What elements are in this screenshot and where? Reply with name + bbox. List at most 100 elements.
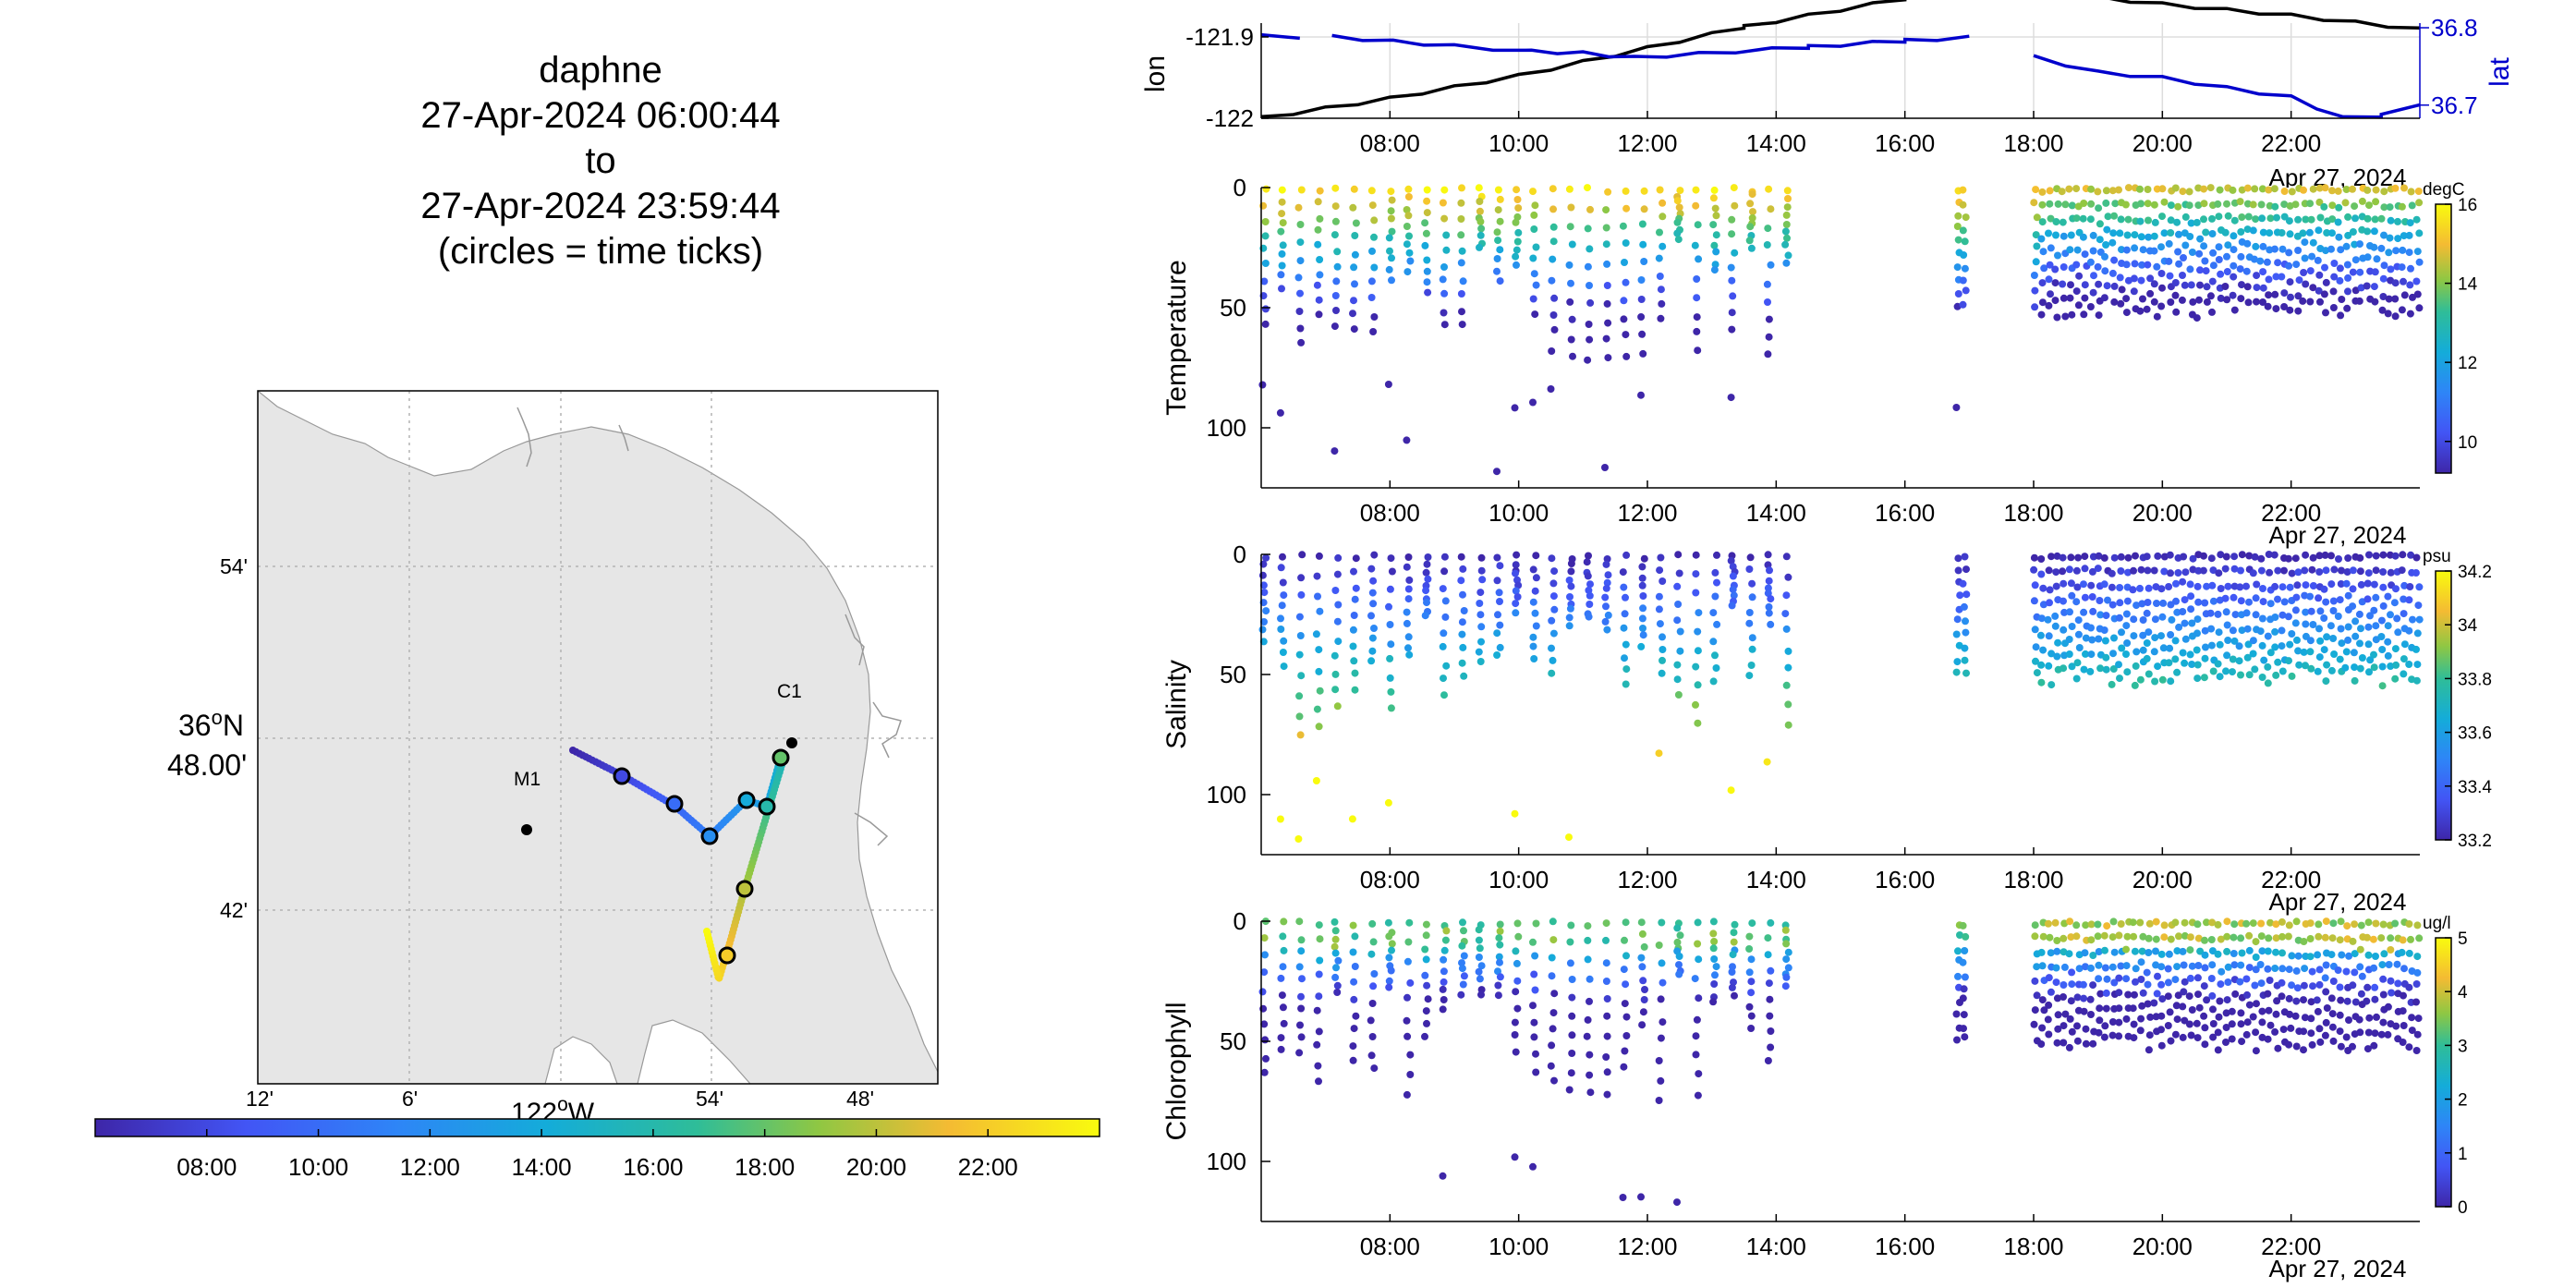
chlorophyll-data-point [1959,921,1967,930]
salinity-data-point [2136,584,2144,592]
temperature-data-point [2157,270,2166,277]
salinity-data-point [2379,568,2388,576]
salinity-data-point [1765,602,1773,611]
temperature-data-point [2103,282,2111,290]
salinity-data-point [2271,643,2279,651]
temperature-data-point [1258,381,1267,389]
salinity-data-point [1674,691,1683,699]
temperature-data-point [1566,298,1574,306]
salinity-data-point [2167,677,2175,686]
salinity-data-point [2323,633,2331,641]
chlorophyll-data-point [2033,991,2041,1000]
chlorophyll-data-point [1513,977,1522,985]
colorbar-tick-label: 18:00 [735,1153,795,1181]
chlorophyll-data-point [1529,938,1537,946]
chlorophyll-data-point [1639,977,1647,985]
chlorophyll-data-point [1388,940,1396,948]
chlorophyll-data-point [1764,1057,1772,1064]
chlorophyll-data-point [1496,973,1504,981]
temperature-data-point [2054,251,2061,260]
x-tick-label: 18:00 [2003,1233,2063,1260]
chlorophyll-data-point [2046,933,2054,942]
salinity-data-point [1745,609,1754,616]
temperature-data-point [2230,246,2238,254]
chlorophyll-data-point [1440,996,1448,1003]
salinity-points [1258,551,2424,843]
salinity-data-point [2194,566,2203,575]
temperature-data-point [1586,282,1593,289]
temperature-data-point [1657,286,1665,294]
chlorophyll-data-point [2230,920,2239,929]
y-tick-label: 0 [1233,907,1246,935]
temperature-data-point [1763,241,1771,249]
chlorophyll-data-point [1602,1053,1610,1061]
chlorophyll-data-point [2278,992,2286,1001]
temperature-data-point [2195,249,2204,258]
salinity-data-point [2258,641,2266,650]
x-tick-label: 12:00 [1617,866,1677,893]
chlorophyll-data-point [2203,918,2210,927]
salinity-data-point [1421,612,1429,620]
temperature-data-point [2243,283,2252,291]
temperature-data-point [1388,196,1396,204]
temperature-data-point [2167,298,2175,306]
chlorophyll-data-point [2065,950,2073,958]
salinity-data-point [1639,592,1647,600]
chlorophyll-data-point [1781,982,1790,990]
temperature-data-point [2306,298,2315,306]
salinity-data-point [2047,553,2055,561]
salinity-data-point [2355,610,2363,618]
salinity-data-point [2101,637,2109,645]
x-tick-label: 16:00 [1875,129,1935,157]
time-tick-circle [700,827,719,845]
chlorophyll-data-point [2223,917,2231,926]
temperature-data-point [1331,447,1339,456]
temperature-data-point [2072,185,2081,193]
salinity-data-point [2066,608,2073,616]
salinity-data-point [2334,613,2342,620]
chlorophyll-data-point [2307,998,2315,1006]
chlorophyll-data-point [1621,1047,1629,1055]
temperature-data-point [2406,281,2414,289]
temperature-data-point [2315,198,2324,206]
lat-tick-42: 42' [220,898,248,922]
salinity-data-point [2080,608,2088,616]
temperature-data-point [1388,276,1395,285]
lon-tick-6: 6' [402,1087,418,1111]
chlorophyll-data-point [2278,932,2286,941]
temperature-data-point [2379,274,2388,283]
temperature-data-point [2343,304,2351,312]
temperature-data-point [1953,263,1962,272]
chlorophyll-data-point [1747,978,1756,986]
x-tick-label: 14:00 [1746,1233,1806,1260]
salinity-data-point [1529,598,1537,606]
chlorophyll-data-point [2288,952,2296,960]
salinity-data-point [2399,551,2407,559]
temperature-data-point [2338,296,2346,303]
chlorophyll-data-point [1710,955,1719,963]
temperature-data-point [2330,273,2339,281]
salinity-data-point [2131,681,2139,689]
chlorophyll-data-point [1603,1012,1611,1020]
salinity-data-point [2081,553,2089,561]
colorbar-tick-label: 20:00 [846,1153,906,1181]
temperature-data-point [1475,184,1483,192]
temperature-data-point [2321,263,2328,272]
temperature-data-point [2238,186,2246,194]
salinity-data-point [2202,643,2209,651]
temperature-data-point [1278,198,1286,206]
chlorophyll-data-point [2157,1041,2166,1050]
salinity-data-point [2259,585,2266,592]
salinity-data-point [2409,615,2416,624]
salinity-data-point [1585,552,1592,560]
salinity-data-point [2349,566,2357,575]
chlorophyll-data-point [2338,951,2346,959]
chlorophyll-data-point [1603,1032,1611,1040]
temperature-data-point [1637,296,1646,303]
chlorophyll-data-point [1315,992,1323,1001]
chlorophyll-data-point [2265,934,2273,942]
chlorophyll-data-point [1440,946,1449,954]
chlorophyll-data-point [2031,921,2039,930]
chlorophyll-data-point [2187,1031,2195,1039]
salinity-data-point [2260,656,2268,664]
